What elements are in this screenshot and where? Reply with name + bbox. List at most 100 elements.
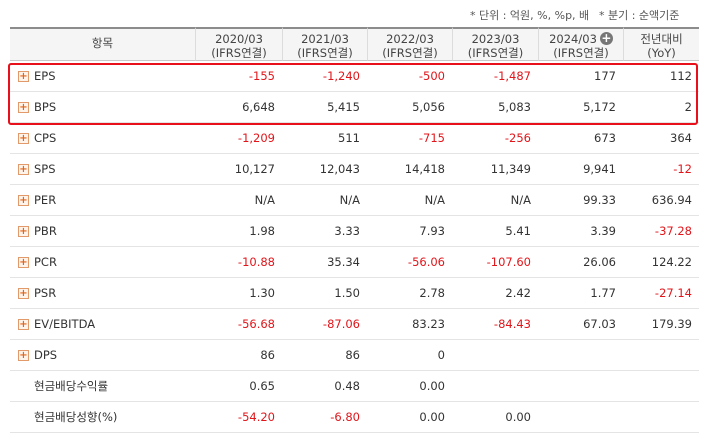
header-period: 2023/03 — [471, 32, 520, 46]
value-cell: 1.30 — [249, 286, 275, 300]
row-divider — [10, 401, 699, 402]
value-cell: 636.94 — [651, 193, 692, 207]
row-divider — [10, 184, 699, 185]
value-cell: -1,487 — [493, 69, 531, 83]
row-divider — [10, 339, 699, 340]
expand-icon[interactable]: + — [18, 71, 29, 82]
header-cell: 2024/03 + (IFRS연결) — [538, 27, 623, 61]
row-label: PBR — [34, 224, 57, 238]
value-cell: 12,043 — [319, 162, 360, 176]
value-cell: 673 — [594, 131, 616, 145]
row-label: BPS — [34, 100, 57, 114]
value-cell: 5,172 — [583, 100, 616, 114]
value-cell: -107.60 — [486, 255, 531, 269]
row-label: PER — [34, 193, 57, 207]
expand-icon[interactable]: + — [18, 257, 29, 268]
value-cell: 26.06 — [583, 255, 616, 269]
unit-note: * 단위 : 억원, %, %p, 배 — [470, 9, 590, 22]
value-cell: -87.06 — [322, 317, 360, 331]
header-period: 2020/03 — [215, 32, 263, 46]
header-basis: (IFRS연결) — [211, 46, 267, 60]
expand-icon[interactable]: + — [18, 133, 29, 144]
value-cell: 0.00 — [505, 410, 531, 424]
value-cell: 3.33 — [334, 224, 360, 238]
row-label: 현금배당수익률 — [34, 379, 109, 393]
value-cell: 1.77 — [590, 286, 616, 300]
expand-button[interactable]: + — [599, 31, 613, 45]
expand-icon[interactable]: + — [18, 226, 29, 237]
value-cell: 5.41 — [505, 224, 531, 238]
row-divider — [10, 246, 699, 247]
header-basis: (IFRS연결) — [297, 46, 353, 60]
header-basis: (IFRS연결) — [382, 46, 438, 60]
value-cell: -27.14 — [654, 286, 692, 300]
row-divider — [10, 370, 699, 371]
value-cell: 179.39 — [651, 317, 692, 331]
value-cell: 2.78 — [419, 286, 445, 300]
expand-icon[interactable]: + — [18, 195, 29, 206]
value-cell: -54.20 — [237, 410, 275, 424]
header-cell: 항목 — [10, 27, 195, 61]
value-cell: -715 — [418, 131, 445, 145]
value-cell: 3.39 — [590, 224, 616, 238]
header-period: 전년대비 — [640, 32, 683, 46]
value-cell: N/A — [510, 193, 531, 207]
basis-note: * 분기 : 순액기준 — [599, 9, 680, 22]
expand-icon[interactable]: + — [18, 319, 29, 330]
value-cell: 11,349 — [490, 162, 531, 176]
value-cell: 364 — [670, 131, 692, 145]
value-cell: 67.03 — [583, 317, 616, 331]
header-period: 2022/03 — [386, 32, 434, 46]
value-cell: 6,648 — [242, 100, 275, 114]
expand-icon[interactable]: + — [18, 350, 29, 361]
value-cell: 86 — [345, 348, 360, 362]
value-cell: -56.68 — [237, 317, 275, 331]
value-cell: -12 — [673, 162, 692, 176]
header-period: 2024/03 + — [549, 31, 613, 46]
row-divider — [10, 153, 699, 154]
row-label: EPS — [34, 69, 56, 83]
row-divider — [10, 215, 699, 216]
value-cell: 0.48 — [334, 379, 360, 393]
value-cell: 2.42 — [505, 286, 531, 300]
value-cell: -256 — [504, 131, 531, 145]
value-cell: 35.34 — [327, 255, 360, 269]
value-cell: 10,127 — [234, 162, 275, 176]
value-cell: N/A — [339, 193, 360, 207]
value-cell: N/A — [424, 193, 445, 207]
row-divider — [10, 122, 699, 123]
value-cell: 86 — [260, 348, 275, 362]
value-cell: 14,418 — [404, 162, 445, 176]
row-divider — [10, 432, 699, 433]
value-cell: 99.33 — [583, 193, 616, 207]
row-label: PSR — [34, 286, 57, 300]
expand-icon[interactable]: + — [18, 288, 29, 299]
value-cell: -10.88 — [237, 255, 275, 269]
header-period: 2021/03 — [301, 32, 349, 46]
value-cell: N/A — [254, 193, 275, 207]
expand-icon[interactable]: + — [18, 102, 29, 113]
header-basis: (IFRS연결) — [467, 46, 524, 60]
value-cell: 5,056 — [412, 100, 445, 114]
header-basis: (IFRS연결) — [553, 46, 609, 60]
header-cell: 2023/03 (IFRS연결) — [452, 27, 538, 61]
value-cell: 0.65 — [249, 379, 275, 393]
row-divider — [10, 308, 699, 309]
header-cell: 전년대비 (YoY) — [623, 27, 699, 61]
header-basis: (YoY) — [647, 46, 676, 60]
value-cell: 124.22 — [651, 255, 692, 269]
row-divider — [10, 277, 699, 278]
value-cell: -1,240 — [322, 69, 360, 83]
value-cell: 5,415 — [327, 100, 360, 114]
row-label: SPS — [34, 162, 56, 176]
value-cell: 7.93 — [419, 224, 445, 238]
row-label: DPS — [34, 348, 58, 362]
value-cell: -6.80 — [330, 410, 360, 424]
value-cell: -37.28 — [654, 224, 692, 238]
value-cell: 1.98 — [249, 224, 275, 238]
header-cell: 2020/03 (IFRS연결) — [195, 27, 282, 61]
value-cell: 1.50 — [334, 286, 360, 300]
value-cell: 9,941 — [583, 162, 616, 176]
expand-icon[interactable]: + — [18, 164, 29, 175]
value-cell: 511 — [338, 131, 360, 145]
